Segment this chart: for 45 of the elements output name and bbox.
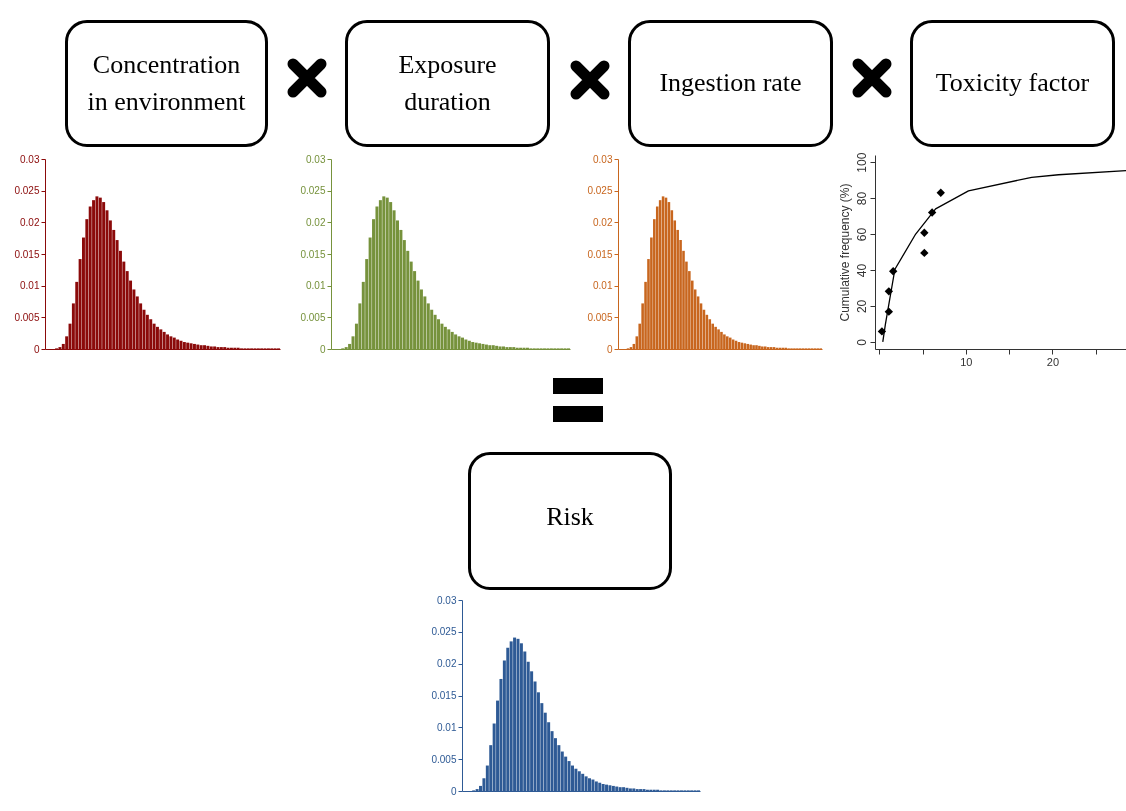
y-tick-label: 0.02	[20, 216, 40, 228]
y-tick-label: 0.03	[306, 153, 326, 165]
y-tick-label: 100	[854, 152, 869, 173]
y-tick-label: 0.005	[431, 753, 457, 765]
y-tick-label: 0.015	[587, 248, 613, 260]
y-tick-label: 0	[33, 343, 40, 355]
y-tick-label: 0	[854, 338, 869, 346]
y-tick-label: 0.02	[306, 216, 326, 228]
line-series	[882, 169, 1126, 343]
text: Toxicity factor	[910, 20, 1115, 147]
y-tick-label: 0.01	[306, 280, 326, 292]
y-tick-label: 0.015	[300, 248, 326, 260]
y-tick-label: 0	[319, 343, 326, 355]
y-tick-label: 0.02	[593, 216, 613, 228]
y-tick-label: 0.03	[593, 153, 613, 165]
y-tick-label: 0.03	[20, 153, 40, 165]
text: Concentration in environment	[65, 20, 268, 147]
x-tick-label: 10	[960, 355, 973, 368]
y-tick-label: 60	[854, 227, 869, 242]
point	[920, 228, 929, 237]
y-tick-label: 0.025	[300, 185, 326, 197]
y-tick-label: 0.025	[431, 626, 457, 638]
y-tick-label: 0	[450, 785, 457, 797]
y-tick-label: 0.02	[437, 658, 457, 670]
y-tick-label: 0.01	[20, 280, 40, 292]
y-tick-label: 0.025	[14, 185, 40, 197]
point	[920, 248, 929, 258]
y-tick-label: 0.025	[587, 185, 613, 197]
y-tick-label: 0.01	[593, 280, 613, 292]
y-tick-label: 0.005	[587, 311, 613, 323]
y-tick-label: 0.01	[437, 721, 457, 733]
y-axis-title: Cumulative frequency (%)	[837, 183, 852, 322]
y-tick-label: 0.015	[14, 248, 40, 260]
y-tick-label: 0.005	[14, 311, 40, 323]
text: Risk	[468, 452, 672, 590]
text: Exposure duration	[345, 20, 550, 147]
y-tick-label: 0.03	[437, 594, 457, 606]
point	[936, 188, 945, 197]
text: Ingestion rate	[628, 20, 833, 147]
y-tick-label: 0	[606, 343, 613, 355]
y-tick-label: 80	[854, 191, 869, 206]
y-tick-label: 0.015	[431, 690, 457, 701]
y-tick-label: 0.005	[300, 311, 326, 323]
y-tick-label: 20	[854, 299, 869, 314]
y-tick-label: 40	[854, 263, 869, 278]
